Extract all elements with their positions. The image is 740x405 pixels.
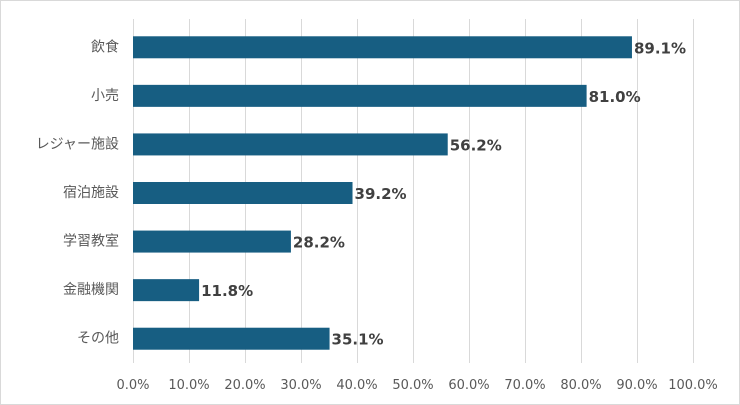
x-tick-labels: 0.0% 10.0% 20.0% 30.0% 40.0% 50.0% 60.0% 70.0% 8… xyxy=(116,378,717,393)
x-tick-label: 0.0% xyxy=(116,378,149,393)
bar xyxy=(133,36,632,59)
data-labels: 89.1% 81.0% 56.2% 39.2% 28.2% 11.8% 35.1% xyxy=(201,39,686,348)
x-tick-label: 70.0% xyxy=(504,378,545,393)
data-label: 11.8% xyxy=(201,282,253,300)
category-label: 金融機関 xyxy=(63,282,119,298)
bar xyxy=(133,84,587,107)
category-label: 小売 xyxy=(91,88,119,104)
x-tick-label: 80.0% xyxy=(560,378,601,393)
data-label: 35.1% xyxy=(332,331,384,349)
category-label: 学習教室 xyxy=(63,233,119,250)
grid-lines xyxy=(133,19,694,363)
category-label: 飲食 xyxy=(91,38,119,55)
category-label: レジャー施設 xyxy=(36,136,119,152)
x-tick-label: 90.0% xyxy=(616,378,657,393)
category-label: 宿泊施設 xyxy=(63,184,119,201)
bar xyxy=(133,279,200,302)
bars xyxy=(133,36,632,350)
x-tick-label: 40.0% xyxy=(336,378,377,393)
x-tick-label: 10.0% xyxy=(168,378,209,393)
bar xyxy=(133,327,330,350)
x-tick-label: 60.0% xyxy=(448,378,489,393)
data-label: 56.2% xyxy=(450,136,502,154)
x-tick-label: 100.0% xyxy=(668,378,718,393)
data-label: 89.1% xyxy=(634,39,686,57)
data-label: 39.2% xyxy=(355,185,407,203)
bar xyxy=(133,133,448,156)
x-tick-label: 30.0% xyxy=(280,378,321,393)
category-label: その他 xyxy=(77,331,119,347)
data-label: 81.0% xyxy=(589,88,641,106)
x-tick-label: 50.0% xyxy=(392,378,433,393)
x-tick-label: 20.0% xyxy=(224,378,265,393)
bar xyxy=(133,182,353,204)
bar xyxy=(133,230,291,253)
data-label: 28.2% xyxy=(293,234,345,252)
